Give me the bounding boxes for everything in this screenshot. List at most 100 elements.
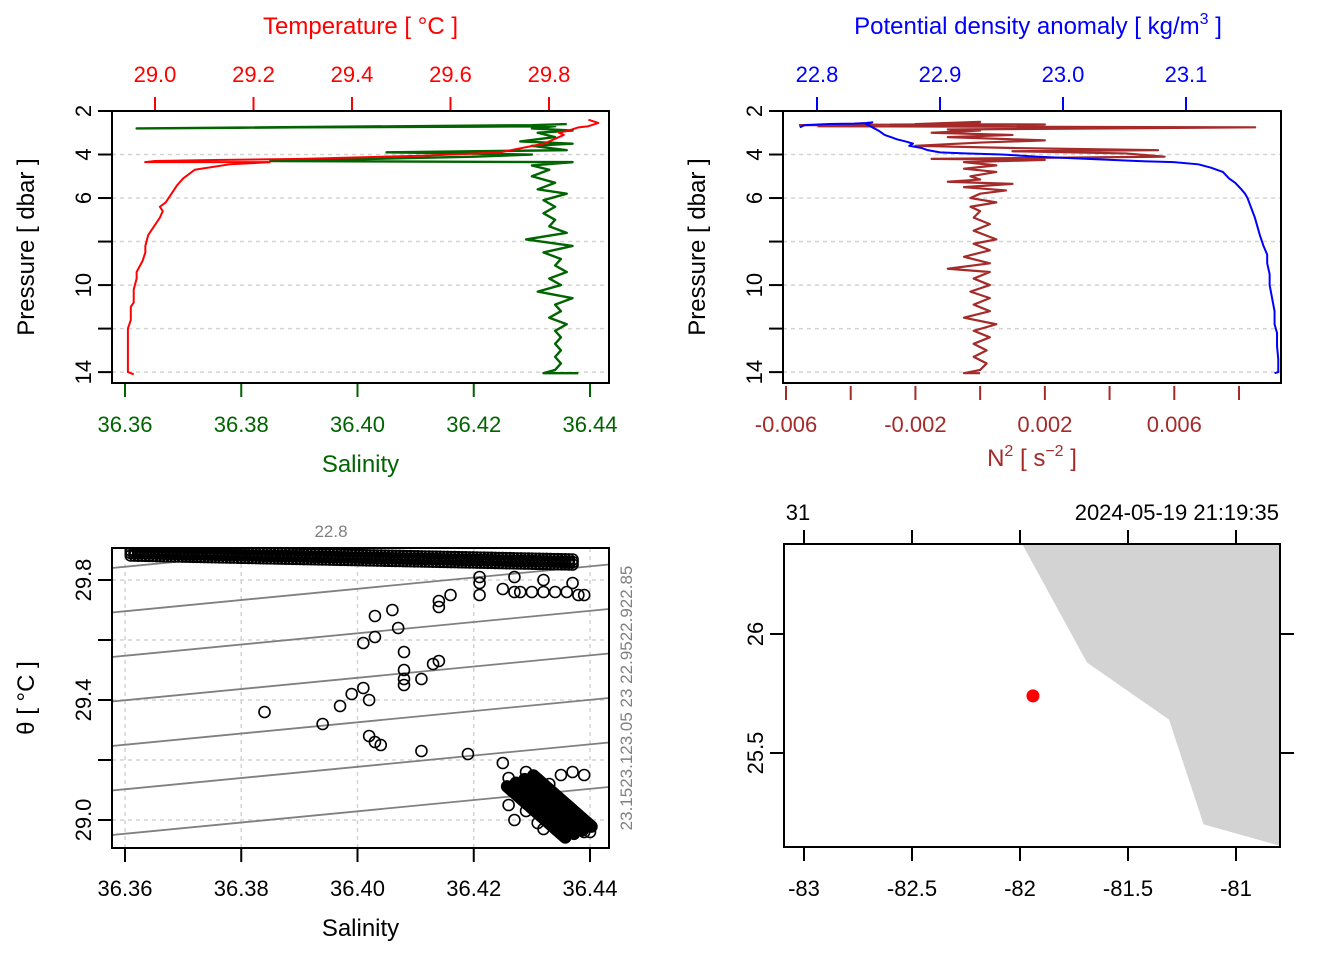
ts-point: [432, 594, 446, 608]
p3-x-tick-label: 36.42: [446, 876, 501, 901]
ts-point: [548, 585, 562, 599]
ts-point: [316, 717, 329, 731]
ts-point: [432, 600, 446, 614]
ts-point: [537, 585, 550, 599]
ts-point: [426, 657, 440, 671]
ts-point: [566, 765, 579, 779]
p3-y-tick-label: 29.4: [71, 679, 96, 722]
p2-y-axis-label: Pressure [ dbar ]: [684, 158, 711, 335]
ts-point: [554, 768, 568, 782]
isopycnal-label: 22.8: [314, 522, 347, 541]
p2-bottom-tick-label: -0.002: [884, 412, 946, 437]
ts-point: [333, 699, 347, 713]
ts-point: [560, 585, 574, 599]
ts-point: [508, 570, 521, 584]
p1-bottom-tick-label: 36.40: [330, 412, 385, 437]
panel-temperature-salinity-profile: 2 4 6 10 14 Pressure [ dbar ] 29.0 29.2 29.4 29.6…: [13, 13, 618, 478]
p3-x-tick-label: 36.36: [97, 876, 152, 901]
p1-y-tick-label: 6: [71, 192, 96, 204]
ts-point: [461, 747, 475, 761]
ts-point: [566, 558, 579, 571]
p2-bottom-tick-label: -0.006: [755, 412, 817, 437]
p4-top-label-station: 31: [786, 500, 810, 525]
p2-bottom-tick-label: 0.006: [1147, 412, 1202, 437]
isopycnal-labels-right: 23.1523.123.05 23 22.9522.922.85: [617, 566, 636, 831]
ts-point: [513, 777, 527, 791]
ts-point: [473, 588, 486, 602]
p3-x-tick-label: 36.38: [214, 876, 269, 901]
ts-point: [357, 681, 370, 695]
ts-point: [513, 789, 527, 803]
p2-bottom-tick-label: 0.002: [1017, 412, 1072, 437]
p1-frame: [111, 110, 610, 384]
ts-point: [432, 654, 446, 668]
p4-x-tick-label: -81.5: [1103, 876, 1153, 901]
density-line: [799, 121, 1280, 375]
p2-y-tick-label: 4: [742, 148, 767, 160]
p2-top-tick-label: 23.0: [1042, 62, 1085, 87]
ts-point: [560, 807, 574, 821]
station-marker: [1026, 689, 1040, 703]
p1-y-axis-label: Pressure [ dbar ]: [13, 158, 40, 335]
ts-point: [508, 585, 521, 599]
isopycnal-line: [112, 608, 609, 658]
p3-y-axis-label: θ [ °C ]: [13, 661, 40, 735]
p1-bottom-tick-label: 36.44: [562, 412, 617, 437]
p2-frame: [782, 110, 1282, 384]
p3-y-tick-label: 29.8: [71, 559, 96, 602]
p4-y-tick-label: 25.5: [743, 732, 768, 775]
temperature-line-deep: [126, 161, 271, 376]
ts-point: [583, 825, 597, 839]
p1-top-axis-label: Temperature [ °C ]: [263, 13, 458, 40]
ts-point: [508, 813, 521, 827]
ts-point: [397, 678, 411, 692]
ts-point: [566, 822, 579, 836]
p1-y-tick-label: 4: [71, 148, 96, 160]
p2-top-tick-label: 23.1: [1165, 62, 1208, 87]
land-polygon: [1022, 544, 1281, 846]
ts-point: [374, 738, 388, 752]
ts-point: [577, 768, 591, 782]
p3-frame: [111, 547, 610, 849]
isopycnal-line: [112, 741, 609, 792]
p1-top-tick-label: 29.4: [331, 62, 374, 87]
p1-bottom-tick-label: 36.38: [214, 412, 269, 437]
ts-point: [525, 585, 539, 599]
p1-top-tick-label: 29.2: [232, 62, 275, 87]
p2-y-tick-label: 10: [742, 273, 767, 297]
ts-point: [357, 636, 370, 650]
p1-top-tick-label: 29.0: [134, 62, 177, 87]
p4-y-tick-label: 26: [743, 622, 768, 646]
ts-point: [397, 672, 411, 686]
ts-point: [473, 570, 486, 584]
ts-point: [397, 663, 411, 677]
p3-inner: [112, 548, 609, 848]
salinity-line: [135, 122, 579, 375]
isopycnal-line: [112, 563, 609, 614]
p1-bottom-tick-label: 36.36: [97, 412, 152, 437]
ts-point: [577, 588, 591, 602]
ts-point: [543, 777, 556, 791]
ts-point: [537, 573, 550, 587]
ts-point: [572, 588, 585, 602]
p3-x-tick-label: 36.44: [562, 876, 617, 901]
p3-x-tick-label: 36.40: [330, 876, 385, 901]
ts-point: [496, 582, 510, 596]
ts-point: [415, 672, 428, 686]
n2-line: [798, 120, 1257, 375]
isopycnal-line: [112, 697, 609, 747]
ts-point: [525, 795, 539, 809]
ts-point: [496, 756, 510, 770]
p2-y-tick-label: 2: [742, 105, 767, 117]
p1-y-tick-label: 10: [71, 273, 96, 297]
panel-ts-diagram: 36.36 36.38 36.40 36.42 36.44 Salinity 29.0 29.…: [13, 522, 636, 942]
p2-top-tick-label: 22.8: [796, 62, 839, 87]
p1-top-tick-label: 29.6: [429, 62, 472, 87]
ts-point: [537, 822, 550, 836]
ts-point: [386, 603, 399, 617]
p2-y-tick-label: 14: [742, 360, 767, 384]
p4-x-tick-label: -82: [1004, 876, 1036, 901]
ts-point: [502, 771, 515, 785]
p4-top-label-time: 2024-05-19 21:19:35: [1075, 500, 1279, 525]
